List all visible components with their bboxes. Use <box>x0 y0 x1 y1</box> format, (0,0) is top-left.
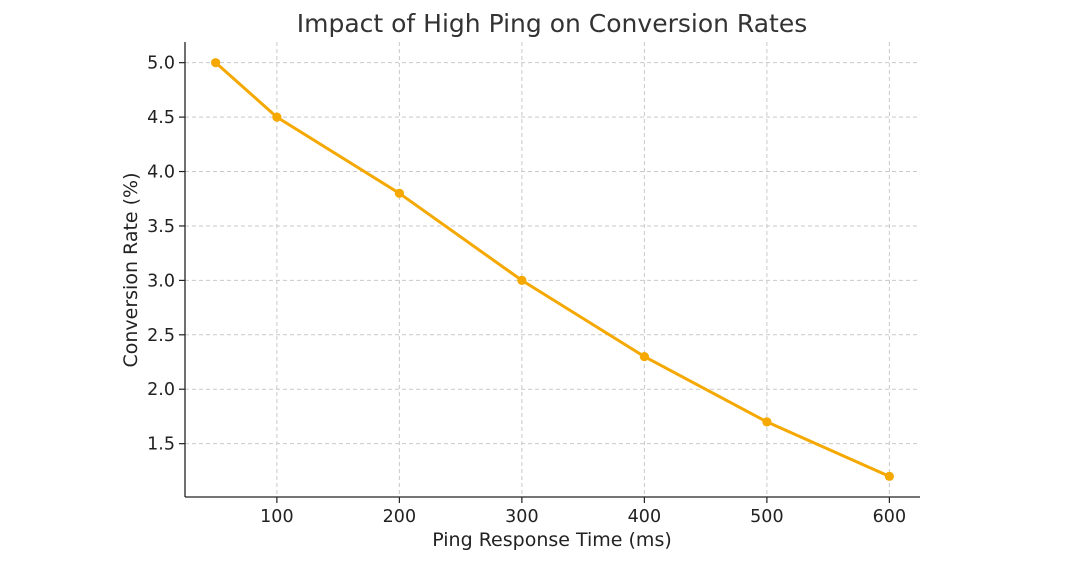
x-tick-label: 400 <box>628 507 661 527</box>
series-line <box>214 61 891 478</box>
data-point <box>394 188 404 198</box>
x-tick-label: 600 <box>873 507 906 527</box>
y-axis-label: Conversion Rate (%) <box>120 172 142 367</box>
data-point <box>762 417 772 427</box>
data-point <box>272 112 282 122</box>
x-tick-label: 200 <box>383 507 416 527</box>
series <box>211 58 894 481</box>
y-tick-label: 2.0 <box>147 380 175 400</box>
ticks: 100 200 300 400 500 600 1.5 2.0 2.5 3.0 3.5 4.0 4.5 5… <box>147 54 906 527</box>
axes <box>184 42 920 498</box>
data-point <box>639 351 649 362</box>
y-tick-label: 1.5 <box>147 435 175 455</box>
data-point <box>884 471 894 481</box>
x-axis-label: Ping Response Time (ms) <box>432 529 672 551</box>
data-point <box>517 275 527 285</box>
y-tick-label: 2.5 <box>147 326 175 346</box>
y-tick-label: 5.0 <box>147 54 175 74</box>
grid <box>185 42 920 497</box>
y-tick-label: 4.0 <box>147 163 175 183</box>
chart-title: Impact of High Ping on Conversion Rates <box>297 9 808 38</box>
x-tick-label: 300 <box>505 507 538 527</box>
x-tick-label: 100 <box>260 507 293 527</box>
y-tick-label: 3.5 <box>147 217 175 237</box>
y-tick-label: 3.0 <box>147 271 175 291</box>
y-tick-label: 4.5 <box>147 108 175 128</box>
data-point <box>211 58 221 68</box>
x-tick-label: 500 <box>750 507 783 527</box>
